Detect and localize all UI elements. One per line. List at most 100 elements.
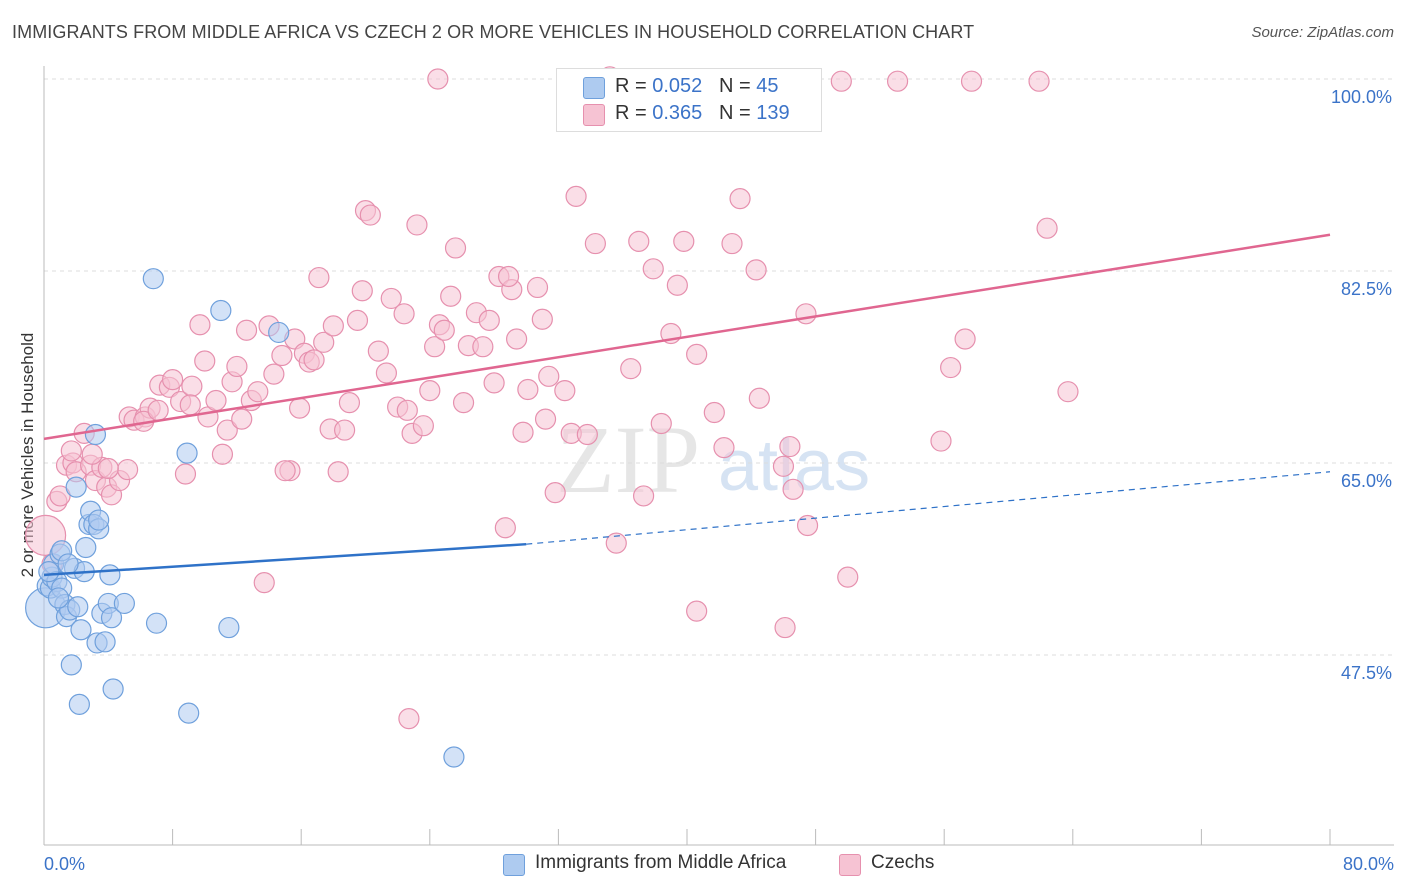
r-label: R = — [615, 75, 653, 97]
middle-africa-point — [75, 536, 97, 559]
czechs-point — [452, 392, 475, 414]
czechs-point — [795, 303, 817, 325]
czechs-point — [97, 457, 119, 480]
middle-africa-point — [176, 442, 198, 464]
czechs-point — [497, 265, 520, 288]
czechs-point — [174, 463, 197, 485]
czechs-point — [235, 319, 258, 341]
czechs-point — [346, 309, 369, 331]
czechs-point — [940, 356, 962, 379]
czechs-point — [642, 258, 664, 280]
middle-africa-point — [67, 596, 89, 618]
legend-label: Czechs — [871, 852, 935, 873]
czechs-point — [494, 517, 516, 539]
middle-africa-point — [68, 693, 90, 715]
pink-swatch-icon — [583, 104, 605, 126]
czechs-point — [367, 340, 389, 362]
czechs-point — [359, 204, 381, 226]
czechs-point — [729, 187, 751, 210]
czechs-point — [116, 458, 139, 481]
czechs-point — [147, 399, 169, 421]
czechs-point — [313, 331, 335, 353]
chart-title: IMMIGRANTS FROM MIDDLE AFRICA VS CZECH 2… — [12, 22, 975, 42]
middle-africa-point — [268, 321, 290, 344]
czechs-point — [666, 274, 688, 296]
czechs-point — [837, 566, 859, 588]
czechs-point — [632, 485, 655, 507]
middle-africa-point — [60, 654, 82, 676]
czechs-point — [1028, 70, 1050, 92]
czechs-point — [303, 349, 325, 371]
czechs-point — [772, 455, 795, 477]
czechs-point — [686, 343, 708, 365]
czechs-point — [393, 303, 415, 325]
y-tick-label: 100.0% — [1331, 87, 1392, 107]
czechs-point — [263, 363, 285, 385]
middle-africa-point — [113, 592, 135, 615]
czechs-point — [517, 378, 539, 401]
czechs-point — [81, 443, 103, 465]
czechs-point — [216, 419, 238, 441]
czechs-point — [745, 259, 767, 281]
czechs-point — [478, 309, 500, 331]
n-label: N = — [718, 75, 757, 97]
czechs-point — [782, 478, 804, 500]
middle-africa-point — [57, 553, 79, 575]
middle-africa-point — [218, 616, 240, 639]
x-tick-label: 80.0% — [1343, 854, 1394, 874]
czechs-point — [483, 372, 505, 394]
blue-swatch-icon — [503, 854, 525, 876]
czechs-point — [211, 443, 234, 465]
czechs-point — [60, 440, 82, 462]
czechs-point — [531, 308, 553, 330]
czechs-point — [605, 532, 627, 554]
czechs-point — [1057, 381, 1079, 403]
czechs-point — [796, 514, 819, 537]
middle-africa-trend-extension — [526, 471, 1331, 545]
czechs-point — [703, 401, 725, 424]
czechs-point — [271, 344, 293, 367]
middle-africa-point — [100, 607, 123, 629]
y-tick-label: 47.5% — [1341, 663, 1392, 683]
czechs-point — [779, 435, 801, 458]
czechs-point — [308, 266, 330, 289]
middle-africa-point — [102, 678, 124, 700]
x-tick-label: 0.0% — [44, 854, 85, 874]
middle-africa-point — [88, 509, 110, 531]
czechs-point — [506, 328, 528, 350]
czechs-point — [748, 387, 770, 409]
czechs-point — [584, 232, 606, 255]
czechs-point — [179, 394, 201, 416]
middle-africa-point — [210, 299, 232, 322]
czechs-point — [380, 287, 402, 310]
czechs-point — [162, 369, 184, 391]
czechs-trend-line — [43, 233, 1331, 441]
czechs-point — [247, 381, 269, 403]
czechs-point — [253, 571, 275, 594]
middle-africa-point — [443, 746, 465, 768]
czechs-point — [628, 230, 650, 252]
czechs-point — [398, 708, 420, 730]
legend-label: Immigrants from Middle Africa — [535, 852, 787, 873]
czechs-point — [444, 237, 467, 259]
czechs-point — [396, 399, 418, 421]
czechs-point — [554, 379, 576, 402]
czechs-point — [576, 423, 598, 446]
czechs-point — [565, 185, 587, 207]
r-value: 0.052 — [652, 75, 703, 97]
czechs-point — [440, 285, 462, 307]
czechs-point — [1036, 217, 1058, 239]
middle-africa-point — [84, 423, 107, 446]
czechs-point — [886, 70, 909, 92]
middle-africa-point — [38, 561, 60, 583]
czechs-point — [774, 616, 796, 639]
middle-africa-point — [142, 268, 164, 290]
czechs-point — [231, 408, 253, 430]
czechs-point — [274, 460, 296, 482]
czechs-point — [960, 70, 983, 92]
czechs-point — [538, 365, 560, 387]
czechs-point — [334, 419, 356, 441]
czechs-point — [472, 336, 494, 358]
czechs-point — [930, 430, 952, 452]
middle-africa-point — [47, 587, 70, 609]
